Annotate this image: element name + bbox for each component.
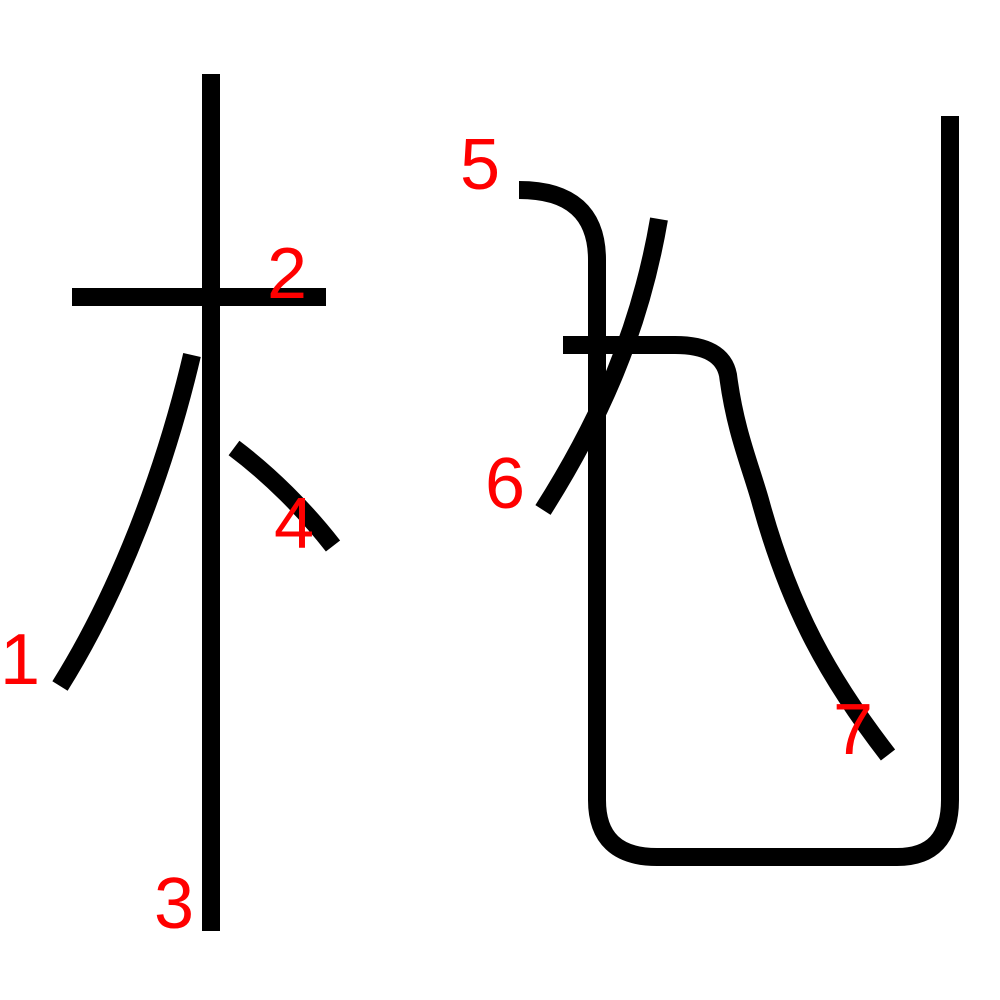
stroke-number-5: 5: [460, 125, 500, 205]
stroke-1-left-falling: [52, 352, 201, 691]
stroke-number-4: 4: [274, 484, 314, 564]
stroke-4-dot: [228, 440, 341, 552]
stroke-5-vertical-bend-hook: [518, 116, 959, 866]
stroke-number-7: 7: [833, 690, 873, 770]
stroke-number-2: 2: [267, 234, 307, 314]
stroke-number-1: 1: [0, 620, 40, 700]
stroke-7-horizontal-turn-curve: [563, 336, 896, 761]
stroke-number-3: 3: [154, 864, 194, 944]
stroke-number-6: 6: [485, 444, 525, 524]
stroke-6-left-falling: [535, 217, 668, 515]
